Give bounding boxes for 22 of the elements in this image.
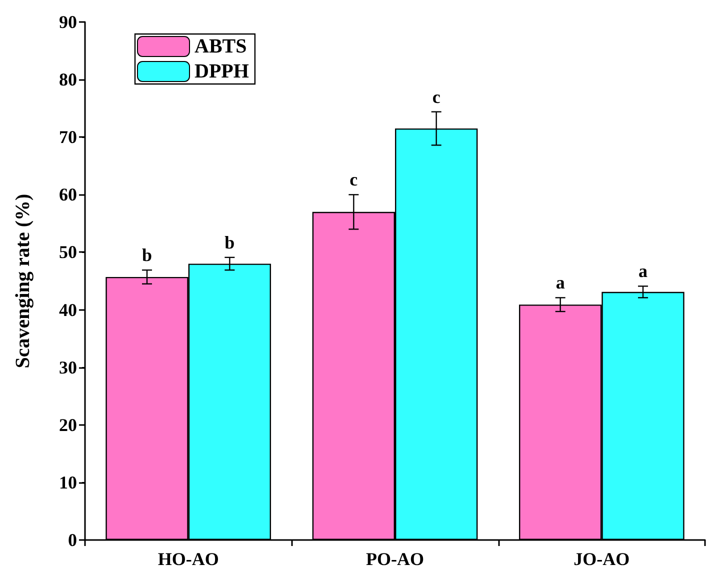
data-label: a [638,261,648,282]
data-label: c [350,170,358,190]
y-tick-label: 60 [59,184,77,205]
data-label: c [432,86,440,107]
y-axis-title: Scavenging rate (%) [12,194,34,368]
y-tick-label: 40 [59,300,77,320]
legend-label: ABTS [194,36,247,58]
y-tick-label: 10 [59,472,77,492]
x-tick-label: HO-AO [158,549,219,569]
legend-label: DPPH [194,60,250,82]
y-tick-label: 50 [59,242,77,262]
y-tick-label: 20 [59,414,77,435]
x-tick-label: PO-AO [366,549,424,569]
y-tick-label: 70 [59,127,77,148]
x-tick-label: JO-AO [574,549,630,569]
data-label: b [142,245,152,266]
y-tick-label: 30 [59,357,77,378]
y-tick-label: 80 [59,70,77,90]
data-label: a [556,272,565,293]
data-label: b [224,232,235,252]
y-tick-label: 0 [68,530,77,550]
y-tick-label: 90 [59,12,77,32]
